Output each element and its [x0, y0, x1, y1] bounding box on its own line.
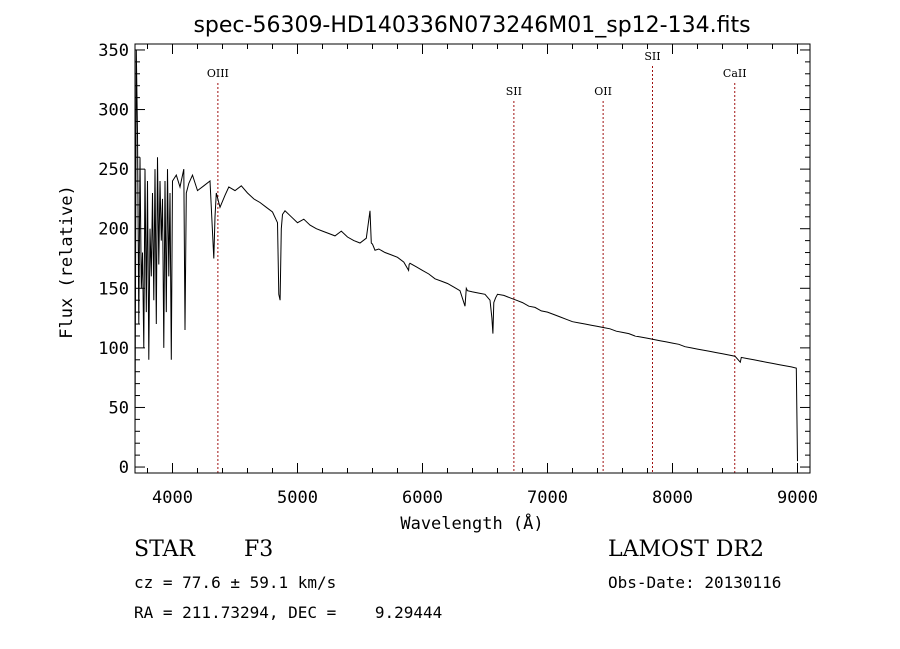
x-tick-label: 5000: [277, 488, 318, 508]
y-axis-label: Flux (relative): [57, 185, 77, 339]
line-annotations: OIII SII OII SII CaII: [207, 50, 747, 473]
y-tick-label: 300: [98, 101, 129, 121]
y-tick-label: 350: [98, 41, 129, 61]
y-tick-label: 200: [98, 220, 129, 240]
annotation-label: OIII: [207, 67, 229, 80]
annotation-label: OII: [594, 85, 612, 98]
x-axis-label: Wavelength (Å): [400, 512, 543, 534]
object-subclass: F3: [244, 537, 274, 562]
y-tick-label: 250: [98, 160, 129, 180]
chart-title: spec-56309-HD140336N073246M01_sp12-134.f…: [193, 13, 750, 38]
x-tick-label: 9000: [777, 488, 818, 508]
spectrum-line: [134, 49, 798, 462]
redshift-value: cz = 77.6 ± 59.1 km/s: [134, 573, 337, 592]
annotation-label: SII: [506, 85, 522, 98]
x-tick-label: 4000: [152, 488, 193, 508]
plot-frame: [134, 43, 811, 474]
survey-name: LAMOST DR2: [608, 537, 764, 562]
y-tick-label: 100: [98, 339, 129, 359]
y-tick-label: 0: [119, 458, 129, 478]
coordinates: RA = 211.73294, DEC = 9.29444: [134, 603, 443, 622]
y-tick-label: 150: [98, 279, 129, 299]
spectrum-series: [134, 49, 798, 462]
y-tick-label: 50: [109, 398, 129, 418]
x-tick-label: 8000: [652, 488, 693, 508]
x-tick-label: 7000: [527, 488, 568, 508]
axes: 4000 5000 6000 7000 8000 9000 0 50 100 150 200 250 3…: [98, 41, 818, 508]
obs-date: Obs-Date: 20130116: [608, 573, 782, 592]
annotation-label: SII: [644, 50, 660, 63]
x-tick-label: 6000: [402, 488, 443, 508]
annotation-label: CaII: [723, 67, 747, 80]
object-class: STAR: [134, 537, 195, 562]
